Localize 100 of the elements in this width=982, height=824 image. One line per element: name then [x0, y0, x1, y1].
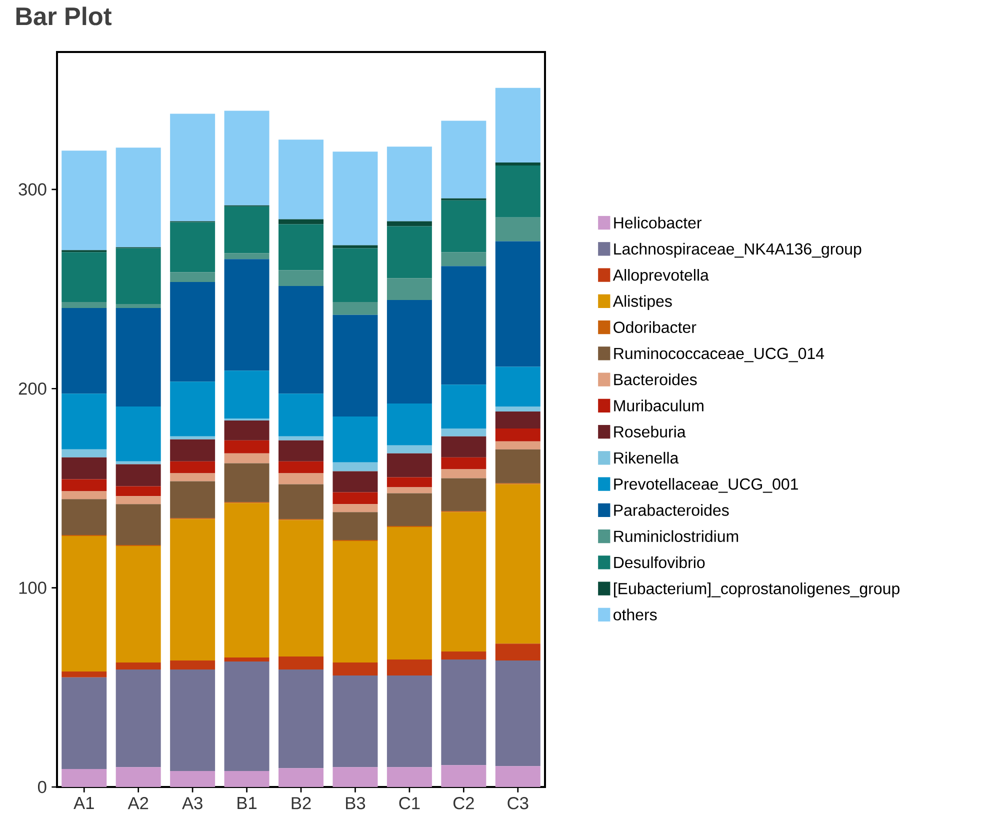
bar	[224, 440, 270, 454]
bar	[332, 471, 378, 492]
bar	[224, 259, 270, 371]
legend-label: Rikenella	[614, 452, 679, 464]
legend-label: Muribaculum	[614, 400, 704, 412]
bar	[224, 420, 270, 440]
bar	[386, 445, 432, 454]
bar	[170, 660, 216, 670]
bar	[441, 252, 486, 266]
bar	[170, 222, 216, 272]
bar	[332, 504, 378, 512]
bar	[441, 765, 486, 787]
bar	[116, 464, 161, 486]
bar	[224, 503, 270, 658]
bar	[495, 412, 540, 428]
bar	[386, 493, 432, 526]
bar	[116, 669, 161, 768]
bar	[441, 436, 486, 458]
bar	[170, 436, 216, 440]
bar	[224, 453, 270, 464]
bar	[224, 110, 270, 206]
bar	[62, 457, 107, 480]
bar	[170, 282, 216, 382]
bar	[441, 469, 486, 478]
bar	[62, 677, 107, 770]
bar	[116, 461, 161, 464]
bar	[441, 120, 486, 198]
bar	[495, 88, 540, 163]
bar	[386, 278, 432, 300]
bar	[224, 658, 270, 662]
bar	[495, 660, 540, 766]
bar	[278, 219, 324, 224]
x-tick-label: B3	[346, 797, 366, 810]
bar	[278, 224, 324, 270]
bar	[278, 520, 324, 657]
bar	[62, 308, 107, 394]
bar	[441, 428, 486, 436]
bar	[386, 453, 432, 478]
bar	[116, 662, 161, 670]
bar	[441, 652, 486, 660]
bar	[116, 406, 161, 462]
bar	[62, 491, 107, 500]
bar	[116, 308, 161, 407]
bar	[170, 519, 216, 661]
x-tick-label: A3	[182, 797, 202, 810]
bar	[224, 661, 270, 772]
bar	[495, 217, 540, 242]
x-tick-label: C3	[508, 797, 528, 810]
bar	[116, 304, 161, 308]
bar	[224, 463, 270, 502]
bar	[278, 440, 324, 462]
bar	[116, 148, 161, 248]
legend-label: Ruminiclostridium	[614, 530, 738, 542]
legend-label: Lachnospiraceae_NK4A136_group	[614, 242, 862, 258]
legend-label: Prevotellaceae_UCG_001	[614, 478, 798, 493]
bar	[386, 660, 432, 676]
bar	[62, 499, 107, 536]
bar	[62, 479, 107, 492]
bar	[170, 439, 216, 462]
bar	[332, 245, 378, 248]
bar	[495, 484, 540, 644]
bar	[495, 166, 540, 218]
bar	[332, 152, 378, 246]
bar	[278, 286, 324, 394]
x-tick-label: C1	[399, 797, 420, 810]
bar	[278, 461, 324, 474]
bar	[170, 473, 216, 482]
bar	[441, 457, 486, 470]
bar	[62, 252, 107, 302]
bar	[62, 449, 107, 458]
x-tick-label: A2	[128, 797, 148, 810]
bar	[332, 540, 378, 662]
bar	[62, 394, 107, 450]
bar	[332, 416, 378, 462]
y-tick-label: 200	[18, 382, 46, 395]
bar	[116, 486, 161, 496]
x-tick-label: A1	[74, 797, 94, 809]
bar	[386, 226, 432, 278]
bar	[278, 140, 324, 220]
bar	[386, 404, 432, 446]
x-tick-label: B2	[292, 797, 311, 810]
legend-label: Bacteroides	[614, 374, 697, 386]
bar	[170, 272, 216, 282]
bar	[170, 771, 216, 787]
bar	[62, 536, 107, 672]
bar	[170, 382, 216, 436]
bar	[495, 241, 540, 367]
bar	[386, 767, 432, 787]
bar	[441, 200, 486, 252]
bar	[332, 662, 378, 676]
legend-label: Alloprevotella	[612, 269, 709, 284]
bar	[278, 484, 324, 520]
bar	[332, 248, 378, 302]
bar	[116, 504, 161, 545]
x-tick-label: B1	[238, 797, 257, 809]
bar	[441, 384, 486, 428]
bar	[278, 473, 324, 484]
bar	[224, 206, 270, 254]
y-tick-label: 300	[18, 183, 46, 196]
bar	[332, 492, 378, 504]
